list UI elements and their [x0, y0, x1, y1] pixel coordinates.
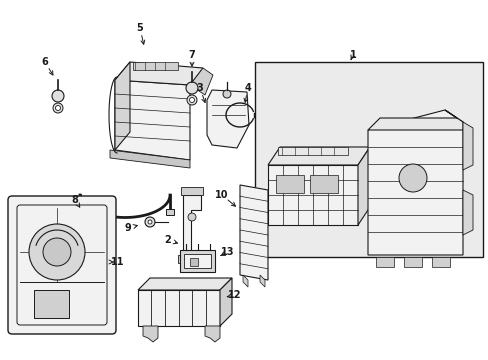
Circle shape [55, 105, 61, 111]
Polygon shape [138, 278, 231, 290]
Bar [190, 258, 198, 266]
Polygon shape [138, 290, 220, 326]
Circle shape [189, 98, 194, 103]
Polygon shape [220, 278, 231, 326]
Polygon shape [115, 62, 203, 85]
Bar [278, 147, 347, 155]
Polygon shape [178, 255, 207, 263]
Circle shape [185, 82, 198, 94]
Text: 3: 3 [196, 83, 203, 93]
Polygon shape [240, 185, 267, 280]
Text: 7: 7 [188, 50, 195, 60]
Text: 10: 10 [215, 190, 228, 200]
Bar [275, 175, 304, 193]
Polygon shape [462, 122, 472, 170]
Circle shape [53, 103, 63, 113]
Text: 5: 5 [136, 23, 143, 33]
Polygon shape [142, 326, 158, 342]
Bar [309, 175, 337, 193]
Bar [180, 250, 215, 272]
Polygon shape [267, 147, 369, 165]
Circle shape [398, 164, 426, 192]
Bar [133, 62, 178, 70]
Polygon shape [115, 62, 130, 150]
Circle shape [187, 213, 196, 221]
Polygon shape [260, 275, 264, 287]
Text: 12: 12 [228, 290, 241, 300]
Circle shape [52, 90, 64, 102]
Polygon shape [190, 68, 213, 95]
Circle shape [186, 95, 197, 105]
Bar [431, 257, 449, 267]
Polygon shape [243, 275, 247, 287]
Circle shape [29, 224, 85, 280]
Text: 2: 2 [164, 235, 171, 245]
Bar [403, 257, 421, 267]
Polygon shape [206, 90, 248, 148]
Polygon shape [267, 165, 357, 225]
Text: 1: 1 [349, 50, 356, 60]
Polygon shape [115, 80, 190, 160]
Circle shape [43, 238, 71, 266]
Text: 8: 8 [71, 195, 78, 205]
Text: 9: 9 [124, 223, 131, 233]
Bar [375, 257, 393, 267]
Polygon shape [110, 150, 190, 168]
Circle shape [223, 90, 230, 98]
Bar [254, 62, 482, 257]
FancyBboxPatch shape [8, 196, 116, 334]
Text: 11: 11 [111, 257, 124, 267]
Circle shape [148, 220, 152, 224]
Text: 6: 6 [41, 57, 48, 67]
Polygon shape [183, 195, 201, 255]
Polygon shape [357, 147, 369, 225]
Polygon shape [462, 190, 472, 235]
Bar [181, 187, 203, 195]
Bar [183, 254, 210, 268]
Circle shape [145, 217, 155, 227]
Bar [165, 209, 174, 215]
Polygon shape [367, 110, 462, 255]
Polygon shape [204, 326, 220, 342]
Bar [76, 209, 84, 215]
Bar [34, 290, 69, 318]
Text: 4: 4 [244, 83, 251, 93]
Text: 13: 13 [221, 247, 234, 257]
Polygon shape [367, 110, 462, 130]
